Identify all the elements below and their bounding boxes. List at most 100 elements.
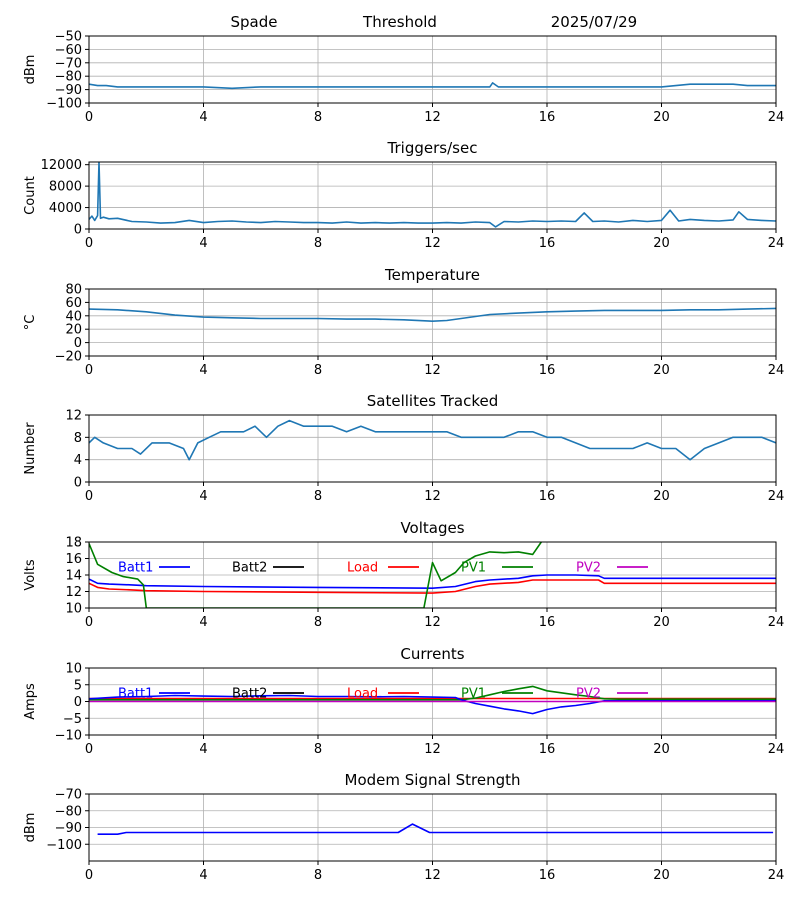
x-tick-label: 16: [539, 615, 556, 630]
x-tick-label: 12: [424, 742, 441, 757]
x-tick-label: 8: [314, 363, 322, 378]
chart-title: Satellites Tracked: [367, 392, 498, 410]
y-tick-label: 10: [65, 602, 82, 617]
x-tick-label: 16: [539, 363, 556, 378]
y-tick-label: 18: [65, 536, 82, 551]
x-tick-label: 8: [314, 489, 322, 504]
y-tick-label: 0: [74, 476, 82, 491]
y-tick-label: 4: [74, 453, 82, 468]
legend-label-pv1: PV1: [461, 561, 486, 576]
x-tick-label: 20: [653, 742, 670, 757]
series-line-pv1: [89, 685, 776, 701]
x-tick-label: 0: [85, 489, 93, 504]
x-tick-label: 16: [539, 236, 556, 251]
x-tick-label: 24: [768, 742, 785, 757]
chart-modem: 0 4 8 12 16 20 24 −100 −90 −80−70 Modem Signal Str…: [23, 771, 784, 883]
y-tick-label: −10: [55, 729, 82, 744]
y-tick-label: 0: [74, 336, 82, 351]
y-tick-label: −50: [55, 30, 82, 45]
y-axis-label: Amps: [23, 683, 38, 720]
legend-label-batt2: Batt2: [232, 687, 267, 702]
x-tick-label: 12: [424, 110, 441, 125]
y-tick-label: 80: [65, 283, 82, 298]
y-tick-label: 8: [74, 431, 82, 446]
chart-threshold: 0 4 8 12 16 20 24 −100−90−80−70−60−50 dBm: [23, 30, 784, 126]
x-tick-label: 0: [85, 110, 93, 125]
x-tick-label: 8: [314, 868, 322, 883]
series-line-batt1: [89, 574, 776, 590]
y-tick-label: 14: [65, 569, 82, 584]
x-tick-label: 20: [653, 615, 670, 630]
y-tick-label: 4000: [49, 201, 82, 216]
y-tick-label: 8000: [49, 180, 82, 195]
header-mode: Threshold: [362, 13, 437, 31]
x-tick-label: 8: [314, 615, 322, 630]
x-tick-label: 8: [314, 236, 322, 251]
chart-title: Currents: [400, 645, 464, 663]
y-axis-label: dBm: [23, 813, 38, 843]
x-tick-label: 8: [314, 110, 322, 125]
x-tick-label: 24: [768, 110, 785, 125]
y-tick-label: −100: [46, 838, 82, 853]
series-line-pv1: [89, 542, 542, 608]
y-tick-label: 0: [74, 223, 82, 238]
x-tick-label: 16: [539, 110, 556, 125]
x-tick-label: 24: [768, 236, 785, 251]
x-tick-label: 16: [539, 868, 556, 883]
y-tick-label: −60: [55, 43, 82, 58]
y-tick-label: 0: [74, 695, 82, 710]
series-line-load: [89, 579, 776, 594]
y-tick-label: 10: [65, 662, 82, 677]
legend-label-pv2: PV2: [576, 561, 601, 576]
x-tick-label: 8: [314, 742, 322, 757]
series-line: [89, 162, 776, 228]
x-tick-label: 20: [653, 363, 670, 378]
x-tick-label: 0: [85, 868, 93, 883]
legend-label-pv1: PV1: [461, 687, 486, 702]
legend-label-load: Load: [347, 561, 378, 576]
x-tick-label: 20: [653, 868, 670, 883]
chart-triggers: 0 4 8 12 16 20 24 0 4000 8000 12000 Triggers/sec Cou…: [23, 139, 784, 251]
x-tick-label: 12: [424, 868, 441, 883]
y-tick-label: 12: [65, 409, 82, 424]
x-tick-label: 12: [424, 489, 441, 504]
legend-label-batt1: Batt1: [118, 561, 153, 576]
legend-label-batt1: Batt1: [118, 687, 153, 702]
series-line: [89, 82, 776, 90]
x-tick-label: 12: [424, 236, 441, 251]
y-axis-label: °C: [23, 315, 38, 331]
legend-label-load: Load: [347, 687, 378, 702]
y-tick-label: −90: [55, 821, 82, 836]
y-tick-label: 20: [65, 323, 82, 338]
y-axis-label: dBm: [23, 55, 38, 85]
x-tick-label: 4: [199, 742, 207, 757]
series-line-batt1: [89, 694, 776, 715]
y-tick-label: −90: [55, 83, 82, 98]
x-tick-label: 24: [768, 615, 785, 630]
x-tick-label: 20: [653, 110, 670, 125]
x-tick-label: 24: [768, 868, 785, 883]
x-tick-label: 16: [539, 742, 556, 757]
y-tick-label: 60: [65, 296, 82, 311]
x-tick-label: 0: [85, 236, 93, 251]
chart-satellites: 0 4 8 12 16 20 24 0 4 8 12 Satellites Tracked Number: [23, 392, 784, 504]
chart-title: Voltages: [400, 519, 464, 537]
x-tick-label: 4: [199, 110, 207, 125]
chart-title: Temperature: [384, 266, 480, 284]
y-axis-label: Count: [23, 176, 38, 215]
y-axis-label: Volts: [23, 559, 38, 591]
legend-label-batt2: Batt2: [232, 561, 267, 576]
x-tick-label: 16: [539, 489, 556, 504]
y-tick-label: −80: [55, 804, 82, 819]
x-tick-label: 20: [653, 489, 670, 504]
y-tick-label: 16: [65, 552, 82, 567]
y-tick-label: −80: [55, 70, 82, 85]
chart-title: Modem Signal Strength: [345, 771, 521, 789]
x-tick-label: 4: [199, 363, 207, 378]
y-tick-label: 12: [65, 585, 82, 600]
x-tick-label: 4: [199, 615, 207, 630]
